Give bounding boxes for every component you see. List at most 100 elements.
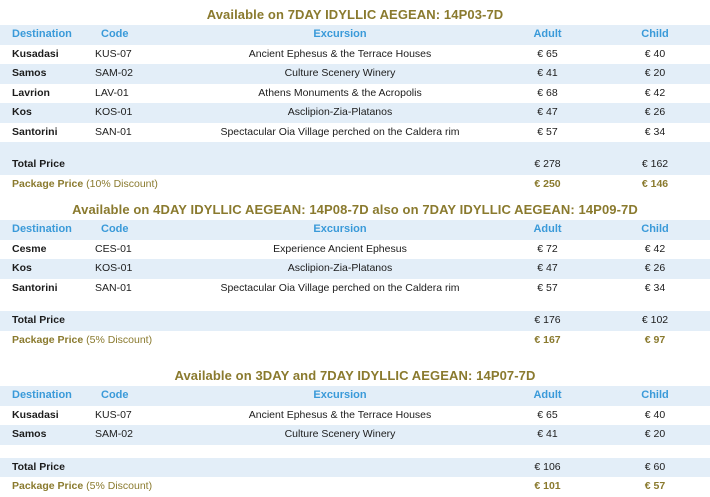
- package-row: Package Price (5% Discount) € 167 € 97: [0, 331, 710, 351]
- table-header: Destination Code Excursion Adult Child: [0, 25, 710, 45]
- adult-price-cell: € 57: [537, 125, 558, 138]
- spacer-row: [0, 298, 710, 311]
- child-price-cell: € 26: [644, 262, 666, 274]
- destination-cell: Lavrion: [12, 86, 50, 99]
- table-row: Kusadasi KUS-07 Ancient Ephesus & the Te…: [0, 406, 710, 426]
- package-label: Package Price (10% Discount): [12, 175, 158, 195]
- destination-cell: Kos: [12, 106, 32, 118]
- code-cell: SAN-01: [95, 125, 132, 138]
- excursion-cell: Spectacular Oia Village perched on the C…: [220, 125, 460, 138]
- excursion-cell: Culture Scenery Winery: [284, 67, 396, 79]
- header-excursion: Excursion: [313, 28, 367, 40]
- total-adult: € 106: [534, 460, 561, 473]
- table-row: Santorini SAN-01 Spectacular Oia Village…: [0, 279, 710, 299]
- table-row: Kusadasi KUS-07 Ancient Ephesus & the Te…: [0, 45, 710, 65]
- table-row: Santorini SAN-01 Spectacular Oia Village…: [0, 123, 710, 143]
- package-adult: € 167: [534, 333, 561, 346]
- table-header: Destination Code Excursion Adult Child: [0, 220, 710, 240]
- adult-price-cell: € 65: [537, 408, 558, 421]
- adult-price-cell: € 47: [537, 262, 558, 274]
- discount-note: (10% Discount): [86, 177, 158, 190]
- child-price-cell: € 40: [644, 47, 666, 60]
- spacer-row: [0, 445, 710, 458]
- code-cell: SAM-02: [95, 428, 133, 440]
- child-price-cell: € 42: [644, 242, 666, 255]
- package-adult: € 250: [534, 177, 561, 190]
- child-price-cell: € 20: [644, 67, 666, 79]
- child-price-cell: € 26: [644, 106, 666, 118]
- destination-cell: Samos: [12, 428, 47, 440]
- child-price-cell: € 34: [644, 281, 666, 294]
- excursion-cell: Asclipion-Zia-Platanos: [287, 106, 393, 118]
- header-code: Code: [101, 223, 129, 235]
- code-cell: CES-01: [95, 242, 132, 255]
- header-adult: Adult: [533, 389, 562, 401]
- package-adult: € 101: [534, 480, 561, 492]
- table-row: Cesme CES-01 Experience Ancient Ephesus …: [0, 240, 710, 260]
- package-label-text: Package Price: [12, 480, 84, 492]
- destination-cell: Cesme: [12, 242, 47, 255]
- code-cell: KUS-07: [95, 408, 132, 421]
- total-label: Total Price: [12, 314, 65, 326]
- total-adult: € 278: [534, 158, 561, 170]
- table-row: Kos KOS-01 Asclipion-Zia-Platanos € 47 €…: [0, 259, 710, 279]
- package-label: Package Price (5% Discount): [12, 477, 152, 497]
- total-child: € 60: [644, 460, 666, 473]
- header-code: Code: [101, 389, 129, 401]
- excursion-cell: Asclipion-Zia-Platanos: [287, 262, 393, 274]
- header-excursion: Excursion: [313, 223, 367, 235]
- header-excursion: Excursion: [313, 389, 367, 401]
- code-cell: LAV-01: [95, 86, 129, 99]
- total-row: Total Price € 176 € 102: [0, 311, 710, 331]
- adult-price-cell: € 72: [537, 242, 558, 255]
- adult-price-cell: € 41: [537, 67, 558, 79]
- excursion-cell: Ancient Ephesus & the Terrace Houses: [248, 47, 432, 60]
- header-adult: Adult: [533, 223, 562, 235]
- excursion-cell: Culture Scenery Winery: [284, 428, 396, 440]
- adult-price-cell: € 41: [537, 428, 558, 440]
- table-header: Destination Code Excursion Adult Child: [0, 386, 710, 406]
- total-child: € 102: [641, 314, 669, 326]
- package-child: € 57: [644, 480, 666, 492]
- header-child: Child: [641, 389, 669, 401]
- code-cell: KOS-01: [95, 106, 133, 118]
- header-adult: Adult: [533, 28, 562, 40]
- header-child: Child: [641, 223, 669, 235]
- child-price-cell: € 40: [644, 408, 666, 421]
- excursion-cell: Athens Monuments & the Acropolis: [258, 86, 422, 99]
- package-row: Package Price (5% Discount) € 101 € 57: [0, 477, 710, 497]
- excursion-cell: Ancient Ephesus & the Terrace Houses: [248, 408, 432, 421]
- code-cell: SAM-02: [95, 67, 133, 79]
- table-row: Kos KOS-01 Asclipion-Zia-Platanos € 47 €…: [0, 103, 710, 123]
- code-cell: SAN-01: [95, 281, 132, 294]
- section-title: Available on 3DAY and 7DAY IDYLLIC AEGEA…: [174, 368, 536, 383]
- total-label: Total Price: [12, 158, 65, 170]
- table-row: Lavrion LAV-01 Athens Monuments & the Ac…: [0, 84, 710, 104]
- destination-cell: Kos: [12, 262, 32, 274]
- excursion-cell: Spectacular Oia Village perched on the C…: [220, 281, 460, 294]
- package-label-text: Package Price: [12, 333, 84, 346]
- package-label: Package Price (5% Discount): [12, 331, 152, 351]
- header-child: Child: [641, 28, 669, 40]
- table-row: Samos SAM-02 Culture Scenery Winery € 41…: [0, 64, 710, 84]
- section-title: Available on 4DAY IDYLLIC AEGEAN: 14P08-…: [72, 202, 638, 217]
- section-title: Available on 7DAY IDYLLIC AEGEAN: 14P03-…: [206, 7, 504, 22]
- spacer-row: [0, 142, 710, 155]
- adult-price-cell: € 57: [537, 281, 558, 294]
- table-row: Samos SAM-02 Culture Scenery Winery € 41…: [0, 425, 710, 445]
- code-cell: KUS-07: [95, 47, 132, 60]
- package-child: € 146: [641, 177, 669, 190]
- section-1: Available on 7DAY IDYLLIC AEGEAN: 14P03-…: [0, 5, 710, 194]
- total-row: Total Price € 278 € 162: [0, 155, 710, 175]
- discount-note: (5% Discount): [86, 333, 153, 346]
- discount-note: (5% Discount): [86, 480, 153, 492]
- adult-price-cell: € 65: [537, 47, 558, 60]
- package-label-text: Package Price: [12, 177, 84, 190]
- header-destination: Destination: [12, 223, 72, 235]
- total-row: Total Price € 106 € 60: [0, 457, 710, 477]
- header-destination: Destination: [12, 389, 72, 401]
- destination-cell: Kusadasi: [12, 47, 59, 60]
- code-cell: KOS-01: [95, 262, 133, 274]
- adult-price-cell: € 47: [537, 106, 558, 118]
